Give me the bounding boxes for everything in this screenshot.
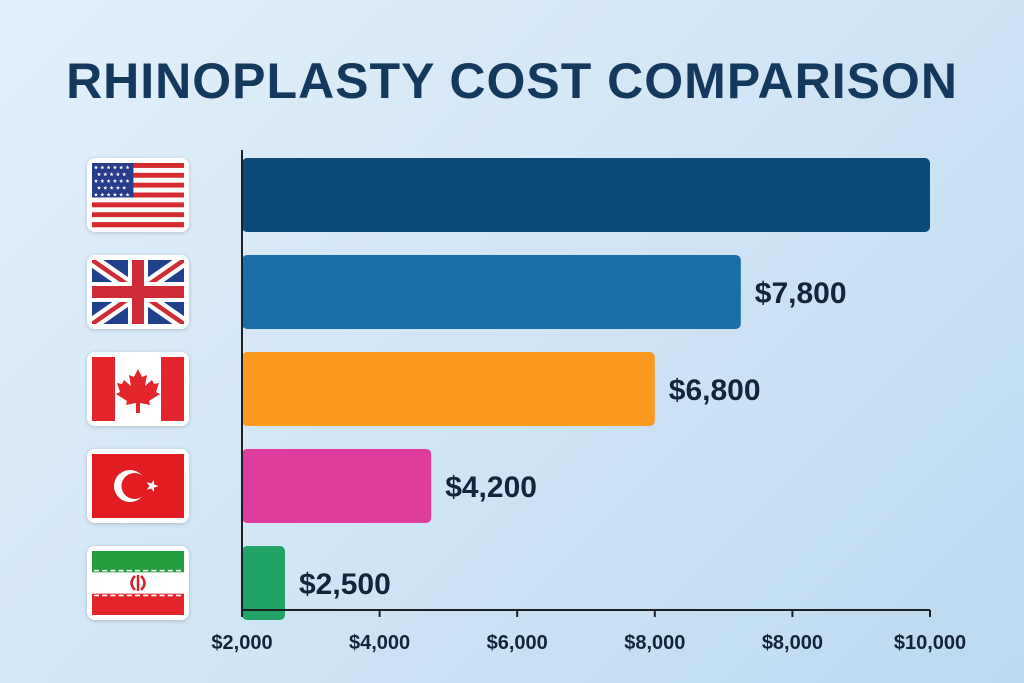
data-label: $7,800 [755, 277, 847, 310]
bar-united-kingdom [242, 255, 741, 329]
chart-title: RHINOPLASTY COST COMPARISON [66, 53, 958, 109]
bars-layer [242, 158, 930, 620]
bar-united-states [242, 158, 930, 232]
bar-iran [242, 546, 285, 620]
bar-canada [242, 352, 655, 426]
data-label: $4,200 [445, 471, 537, 504]
labels-layer: $7,800 $6,800 $4,200 $2,500 [299, 277, 847, 601]
x-axis: $2,000 $4,000 $6,000 $8,000 $8,000 $10,000 [211, 150, 966, 654]
data-label: $6,800 [669, 374, 761, 407]
data-label: $2,500 [299, 568, 391, 601]
turkey-flag-icon [87, 449, 189, 523]
x-tick-label: $6,000 [487, 632, 548, 654]
x-tick-label: $2,000 [211, 632, 272, 654]
x-tick-label: $8,000 [624, 632, 685, 654]
canada-flag-icon [87, 352, 189, 426]
x-tick-label: $8,000 [762, 632, 823, 654]
x-tick-label: $10,000 [894, 632, 966, 654]
iran-flag-icon [87, 546, 189, 620]
usa-flag-icon [87, 158, 189, 232]
uk-flag-icon [87, 255, 189, 329]
flags-layer [87, 158, 189, 620]
bar-turkey [242, 449, 432, 523]
x-tick-label: $4,000 [349, 632, 410, 654]
